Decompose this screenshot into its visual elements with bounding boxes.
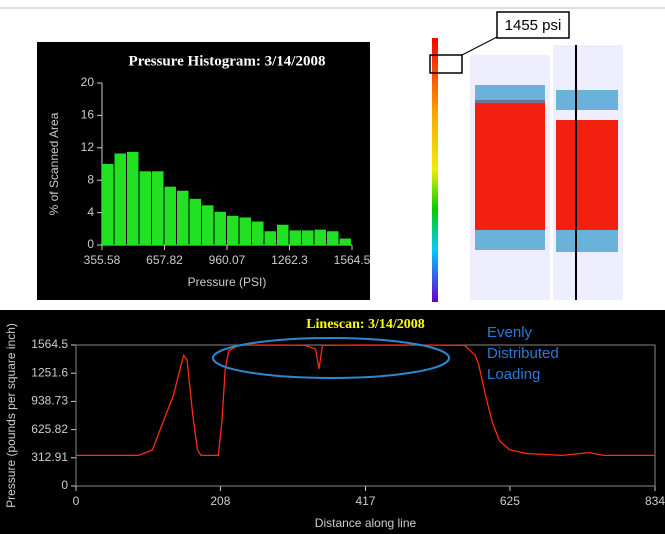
bar xyxy=(202,205,213,245)
contact-left xyxy=(475,100,545,230)
y-tick-label: 1251.6 xyxy=(31,365,68,379)
bar xyxy=(102,164,114,245)
bar xyxy=(127,152,139,245)
y-tick-label: 625.82 xyxy=(31,422,68,436)
bar xyxy=(265,231,276,245)
annotation-text: Loading xyxy=(487,366,540,383)
x-tick-label: 1564.5 xyxy=(334,253,371,267)
chart-title: Pressure Histogram: 3/14/2008 xyxy=(129,53,326,69)
x-tick-label: 960.07 xyxy=(209,253,246,267)
bar xyxy=(240,217,251,245)
x-tick-label: 355.58 xyxy=(84,253,121,267)
bar xyxy=(115,153,126,245)
bar xyxy=(152,171,164,245)
bar xyxy=(189,199,201,245)
bar xyxy=(177,191,188,245)
callout-leader xyxy=(462,37,497,55)
linescan-panel xyxy=(0,310,665,534)
annotation-text: Evenly xyxy=(487,324,533,341)
x-axis-label: Pressure (PSI) xyxy=(188,275,267,289)
x-tick-label: 834 xyxy=(645,494,665,508)
callout-text: 1455 psi xyxy=(505,17,562,34)
contact-right xyxy=(556,120,618,230)
y-tick-label: 16 xyxy=(81,108,95,122)
bar xyxy=(252,222,264,245)
bar xyxy=(302,230,313,245)
page: 1455 psi Pressure Histogram: 3/14/2008 Pr… xyxy=(0,0,665,534)
y-tick-label: 1564.5 xyxy=(31,337,68,351)
y-tick-label: 12 xyxy=(81,140,95,154)
y-tick-label: 938.73 xyxy=(31,394,68,408)
bar xyxy=(227,216,239,245)
y-tick-label: 20 xyxy=(81,75,95,89)
y-axis-label: % of Scanned Area xyxy=(47,112,61,215)
bar xyxy=(214,212,226,245)
bar xyxy=(290,230,302,245)
y-tick-label: 0 xyxy=(61,478,68,492)
bar xyxy=(165,187,177,245)
bar xyxy=(140,171,151,245)
colorbar xyxy=(432,38,438,302)
bar xyxy=(314,230,326,245)
x-tick-label: 417 xyxy=(355,494,375,508)
chart-title: Linescan: 3/14/2008 xyxy=(306,317,425,332)
bar xyxy=(327,231,338,245)
x-axis-label: Distance along line xyxy=(315,516,417,530)
pressure-map: 1455 psi xyxy=(430,12,623,302)
edge-right-bottom xyxy=(556,230,618,252)
x-tick-label: 0 xyxy=(73,494,80,508)
y-axis-label: Pressure (pounds per square inch) xyxy=(4,323,18,508)
y-tick-label: 8 xyxy=(87,172,94,186)
x-tick-label: 1262.3 xyxy=(271,253,308,267)
edge-right xyxy=(556,90,618,110)
edge-left xyxy=(475,85,545,103)
annotation-text: Distributed xyxy=(487,345,559,362)
x-tick-label: 625 xyxy=(500,494,520,508)
x-tick-label: 657.82 xyxy=(146,253,183,267)
bar xyxy=(277,225,289,245)
bar xyxy=(339,239,351,245)
edge-left-bottom xyxy=(475,230,545,250)
y-tick-label: 0 xyxy=(87,237,94,251)
x-tick-label: 208 xyxy=(210,494,230,508)
y-tick-label: 312.91 xyxy=(31,450,68,464)
y-tick-label: 4 xyxy=(87,205,94,219)
